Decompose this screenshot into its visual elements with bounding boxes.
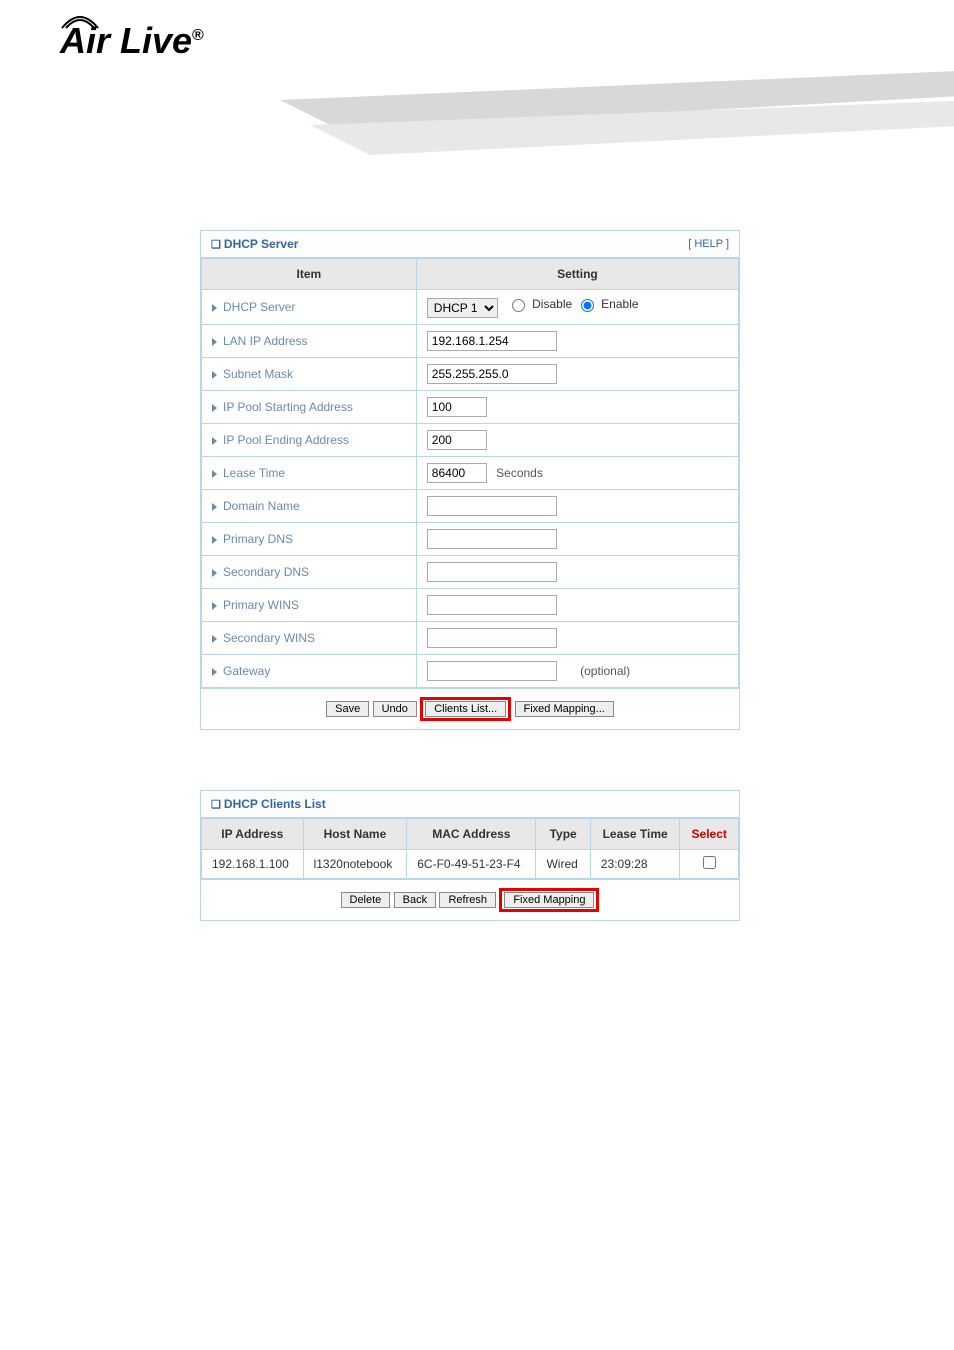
row-label: Gateway — [223, 664, 270, 678]
row-label: Secondary WINS — [223, 631, 315, 645]
lan-ip-input[interactable] — [427, 331, 557, 351]
triangle-icon — [212, 602, 217, 610]
row-label: Subnet Mask — [223, 367, 293, 381]
col-type: Type — [536, 819, 590, 850]
disable-label: Disable — [532, 297, 572, 311]
secondary-wins-input[interactable] — [427, 628, 557, 648]
dhcp-clients-panel: DHCP Clients List IP Address Host Name M… — [200, 790, 740, 921]
row-label: IP Pool Starting Address — [223, 400, 353, 414]
row-label: Primary WINS — [223, 598, 299, 612]
client-ip: 192.168.1.100 — [202, 850, 304, 879]
primary-wins-input[interactable] — [427, 595, 557, 615]
col-mac: MAC Address — [407, 819, 536, 850]
triangle-icon — [212, 635, 217, 643]
primary-dns-input[interactable] — [427, 529, 557, 549]
col-setting: Setting — [416, 259, 738, 290]
triangle-icon — [212, 470, 217, 478]
dhcp-index-select[interactable]: DHCP 1 — [427, 298, 498, 318]
back-button[interactable]: Back — [394, 892, 436, 908]
button-row: Save Undo Clients List... Fixed Mapping.… — [201, 688, 739, 729]
clients-list-button[interactable]: Clients List... — [425, 701, 506, 717]
triangle-icon — [212, 304, 217, 312]
fixed-mapping-highlight: Fixed Mapping — [499, 888, 599, 912]
domain-input[interactable] — [427, 496, 557, 516]
header-area: Air Live® — [0, 0, 954, 110]
enable-radio[interactable] — [581, 299, 594, 312]
panel-title: DHCP Clients List — [211, 797, 326, 811]
gateway-note: (optional) — [580, 664, 630, 678]
reg-mark: ® — [192, 27, 204, 44]
clients-list-highlight: Clients List... — [420, 697, 511, 721]
col-ip: IP Address — [202, 819, 304, 850]
panel-header: DHCP Clients List — [201, 791, 739, 818]
col-lease: Lease Time — [590, 819, 680, 850]
col-select: Select — [680, 819, 739, 850]
help-link[interactable]: [ HELP ] — [688, 238, 729, 250]
client-mac: 6C-F0-49-51-23-F4 — [407, 850, 536, 879]
triangle-icon — [212, 503, 217, 511]
client-row: 192.168.1.100 l1320notebook 6C-F0-49-51-… — [202, 850, 739, 879]
brand-logo: Air Live® — [60, 20, 204, 62]
button-row: Delete Back Refresh Fixed Mapping — [201, 879, 739, 920]
triangle-icon — [212, 338, 217, 346]
client-host: l1320notebook — [303, 850, 407, 879]
dhcp-settings-table: Item Setting DHCP Server DHCP 1 Disable … — [201, 258, 739, 688]
client-type: Wired — [536, 850, 590, 879]
fixed-mapping-button[interactable]: Fixed Mapping... — [515, 701, 614, 717]
logo-arc-icon — [60, 12, 100, 30]
undo-button[interactable]: Undo — [373, 701, 417, 717]
row-label: DHCP Server — [223, 300, 295, 314]
triangle-icon — [212, 569, 217, 577]
col-item: Item — [202, 259, 417, 290]
secondary-dns-input[interactable] — [427, 562, 557, 582]
panel-header: DHCP Server [ HELP ] — [201, 231, 739, 258]
row-label: LAN IP Address — [223, 334, 308, 348]
row-label: Domain Name — [223, 499, 300, 513]
row-label: Primary DNS — [223, 532, 293, 546]
triangle-icon — [212, 371, 217, 379]
triangle-icon — [212, 668, 217, 676]
row-label: IP Pool Ending Address — [223, 433, 349, 447]
save-button[interactable]: Save — [326, 701, 369, 717]
triangle-icon — [212, 404, 217, 412]
fixed-mapping-button[interactable]: Fixed Mapping — [504, 892, 594, 908]
client-select-checkbox[interactable] — [703, 856, 716, 869]
row-label: Secondary DNS — [223, 565, 309, 579]
lease-time-input[interactable] — [427, 463, 487, 483]
dhcp-server-panel: DHCP Server [ HELP ] Item Setting DHCP S… — [200, 230, 740, 730]
delete-button[interactable]: Delete — [341, 892, 391, 908]
gateway-input[interactable] — [427, 661, 557, 681]
lease-unit: Seconds — [496, 466, 543, 480]
client-lease: 23:09:28 — [590, 850, 680, 879]
disable-radio[interactable] — [512, 299, 525, 312]
col-host: Host Name — [303, 819, 407, 850]
pool-end-input[interactable] — [427, 430, 487, 450]
pool-start-input[interactable] — [427, 397, 487, 417]
enable-label: Enable — [601, 297, 638, 311]
triangle-icon — [212, 437, 217, 445]
clients-table: IP Address Host Name MAC Address Type Le… — [201, 818, 739, 879]
triangle-icon — [212, 536, 217, 544]
subnet-input[interactable] — [427, 364, 557, 384]
refresh-button[interactable]: Refresh — [439, 892, 496, 908]
row-label: Lease Time — [223, 466, 285, 480]
panel-title: DHCP Server — [211, 237, 298, 251]
